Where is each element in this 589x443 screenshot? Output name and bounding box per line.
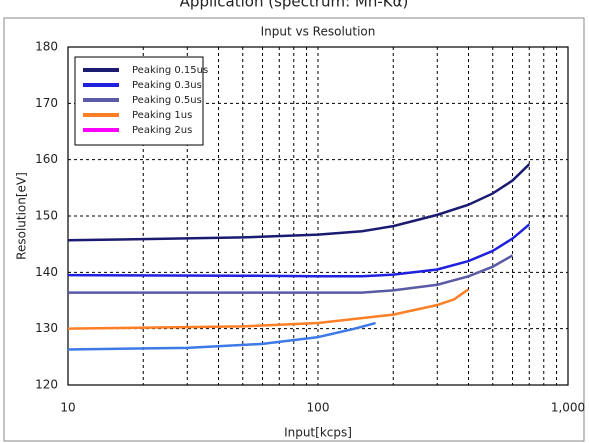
y-tick-label: 150	[35, 209, 58, 223]
chart-suptitle: Application (spectrum: Mn-Kα)	[180, 0, 409, 11]
x-tick-label: 100	[307, 401, 330, 415]
legend-label: Peaking 0.15us	[132, 65, 208, 76]
series-line	[67, 223, 531, 278]
series-line	[67, 288, 470, 330]
y-tick-label: 160	[35, 152, 58, 166]
y-tick-label: 130	[35, 321, 58, 335]
y-tick-label: 170	[35, 96, 58, 110]
x-axis-label: Input[kcps]	[284, 426, 352, 440]
series-line	[67, 321, 376, 351]
legend-label: Peaking 2us	[132, 125, 192, 136]
x-tick-label: 10	[60, 401, 75, 415]
series-line	[68, 254, 514, 294]
y-tick-label: 180	[35, 40, 58, 54]
legend-label: Peaking 0.5us	[132, 95, 202, 106]
y-tick-label: 140	[35, 265, 58, 279]
x-tick-label: 1,000	[551, 401, 585, 415]
chart-title: Input vs Resolution	[261, 25, 376, 39]
legend-label: Peaking 0.3us	[132, 80, 202, 91]
series-line	[67, 163, 531, 242]
y-tick-label: 120	[35, 378, 58, 392]
plot-border	[67, 46, 569, 386]
y-axis-label: Resolution[eV]	[15, 172, 29, 260]
legend-label: Peaking 1us	[132, 110, 192, 121]
